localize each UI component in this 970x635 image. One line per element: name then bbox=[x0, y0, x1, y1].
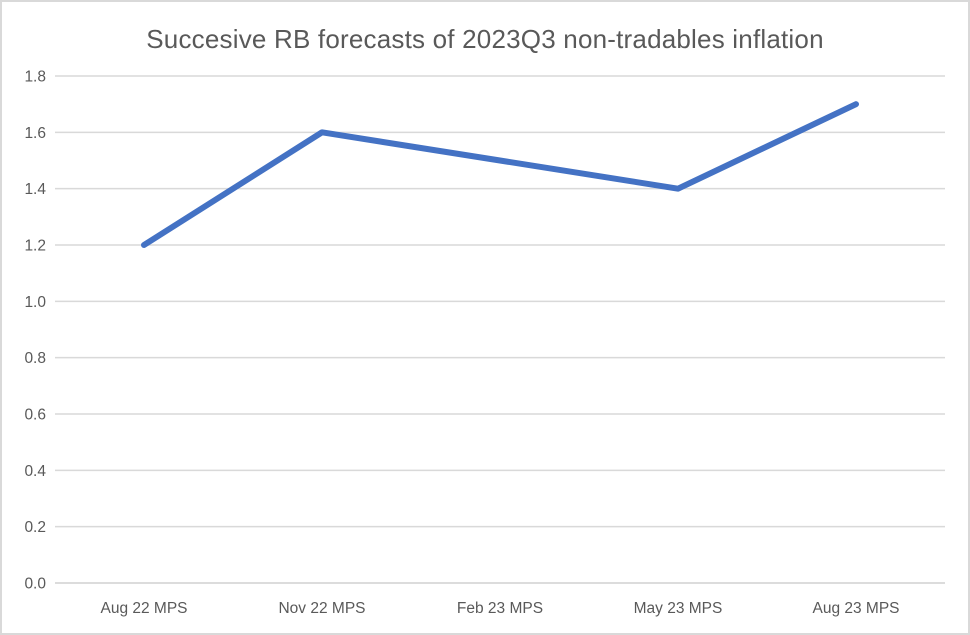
y-axis-tick-label: 0.0 bbox=[24, 576, 46, 593]
x-axis-tick-label: Nov 22 MPS bbox=[278, 600, 365, 617]
x-axis-tick-label: Aug 23 MPS bbox=[812, 600, 899, 617]
y-axis-tick-label: 1.2 bbox=[24, 238, 46, 255]
x-axis-tick-label: May 23 MPS bbox=[634, 600, 723, 617]
y-axis-tick-label: 1.4 bbox=[24, 181, 46, 198]
y-axis-tick-label: 1.8 bbox=[24, 69, 46, 86]
x-axis-tick-label: Aug 22 MPS bbox=[100, 600, 187, 617]
forecast-series-line bbox=[141, 101, 859, 248]
y-axis-tick-label: 0.8 bbox=[24, 350, 46, 367]
y-axis-tick-label: 1.0 bbox=[24, 294, 46, 311]
y-axis-tick-label: 0.4 bbox=[24, 463, 46, 480]
y-axis-tick-label: 0.2 bbox=[24, 519, 46, 536]
y-axis-tick-label: 0.6 bbox=[24, 407, 46, 424]
x-axis-tick-label: Feb 23 MPS bbox=[457, 600, 543, 617]
chart-title: Succesive RB forecasts of 2023Q3 non-tra… bbox=[146, 24, 824, 54]
y-axis-tick-label: 1.6 bbox=[24, 125, 46, 142]
